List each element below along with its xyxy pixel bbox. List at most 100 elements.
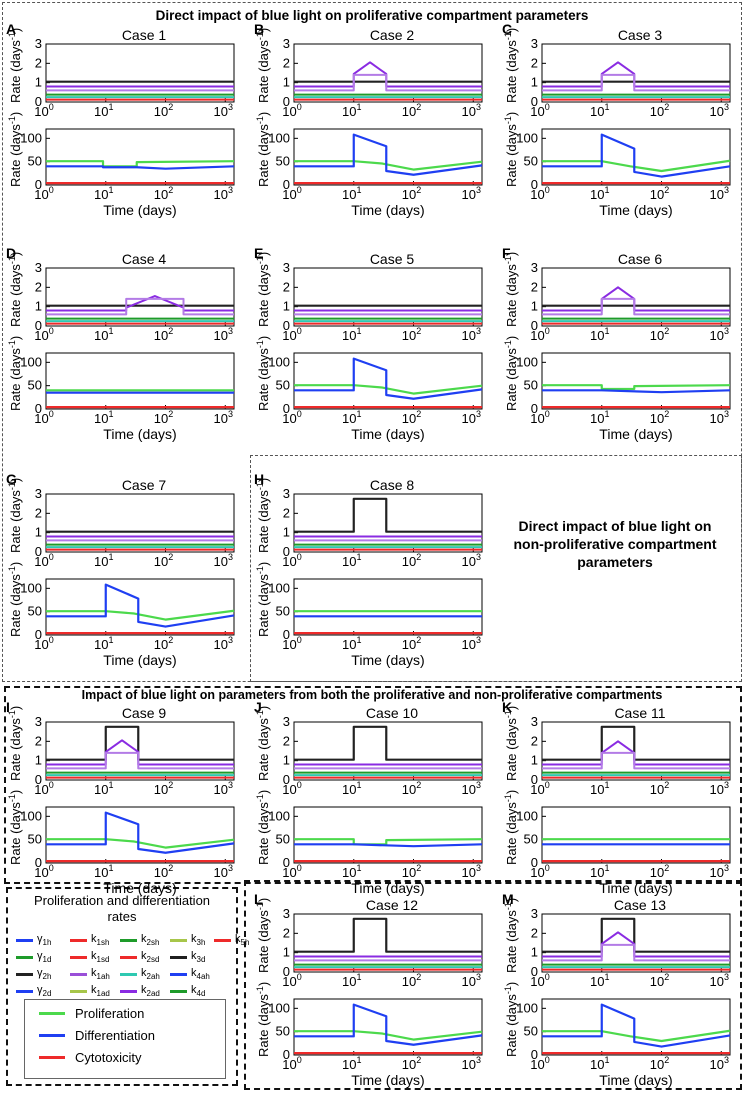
- y-tick-label: 100: [268, 808, 290, 823]
- y-axis-label-sup: -1: [503, 32, 513, 40]
- plot-area: [293, 913, 483, 973]
- x-tick-label: 100: [530, 972, 549, 989]
- legend-param-1d: γ1d: [16, 950, 51, 964]
- x-axis-label: Time (days): [599, 880, 672, 896]
- plot-area: [45, 721, 235, 781]
- x-tick-exponent: 3: [724, 1055, 729, 1065]
- x-tick-label: 101: [94, 863, 113, 880]
- x-tick-label: 100: [34, 102, 53, 119]
- y-tick-label: 2: [531, 925, 538, 940]
- x-axis-label: Time (days): [103, 652, 176, 668]
- x-tick-exponent: 1: [604, 326, 609, 336]
- x-tick-label: 100: [530, 102, 549, 119]
- y-axis-label-close: ): [504, 898, 519, 902]
- y-tick-label: 0: [283, 627, 290, 642]
- x-tick-label: 100: [282, 185, 301, 202]
- x-tick-exponent: 1: [108, 552, 113, 562]
- y-tick-label: 50: [276, 378, 290, 393]
- y-axis-label-close: ): [256, 790, 271, 794]
- y-axis-label-text: Rate (days: [8, 348, 23, 411]
- line-k1ah: [294, 73, 482, 92]
- x-tick-exponent: 3: [724, 409, 729, 419]
- x-tick-label: 103: [214, 102, 233, 119]
- y-tick-label: 50: [524, 154, 538, 169]
- x-tick-exponent: 2: [664, 780, 669, 790]
- x-axis-label: Time (days): [103, 880, 176, 896]
- y-tick-label: 1: [35, 75, 42, 90]
- y-tick-label: 100: [268, 130, 290, 145]
- x-tick-label: 101: [342, 552, 361, 569]
- x-tick-label: 102: [402, 326, 421, 343]
- x-tick-label: 101: [94, 102, 113, 119]
- x-tick-exponent: 2: [664, 1055, 669, 1065]
- y-axis-label-close: ): [504, 706, 519, 710]
- y-tick-label: 2: [531, 733, 538, 748]
- y-axis-label: Rate (days-1): [255, 336, 271, 411]
- series-proliferation: [294, 160, 483, 171]
- y-axis-label-sup: -1: [255, 482, 265, 490]
- x-tick-label: 102: [154, 102, 173, 119]
- y-axis-label-close: ): [256, 706, 271, 710]
- y-tick-label: 1: [35, 525, 42, 540]
- line-gamma2h: [294, 725, 482, 761]
- legend-swatch: [170, 989, 187, 993]
- x-tick-exponent: 1: [356, 185, 361, 195]
- y-tick-label: 2: [283, 279, 290, 294]
- y-axis-label-sup: -1: [7, 116, 17, 124]
- plot-area: [45, 267, 235, 327]
- x-tick-exponent: 3: [476, 1055, 481, 1065]
- y-tick-label: 50: [524, 378, 538, 393]
- x-tick-exponent: 3: [724, 972, 729, 982]
- y-axis-label-sup: -1: [503, 256, 513, 264]
- y-axis-label-close: ): [8, 112, 23, 116]
- x-tick-label: 103: [214, 863, 233, 880]
- x-tick-label: 103: [462, 972, 481, 989]
- y-tick-label: 0: [531, 855, 538, 870]
- y-tick-label: 1: [283, 525, 290, 540]
- plot-area: [293, 998, 483, 1056]
- x-tick-label: 103: [214, 409, 233, 426]
- panel-letter: L: [254, 891, 263, 907]
- x-tick-exponent: 3: [228, 635, 233, 645]
- panel-letter: H: [254, 471, 264, 487]
- x-tick-exponent: 1: [604, 780, 609, 790]
- panel-letter: G: [6, 471, 17, 487]
- legend-swatch: [170, 938, 187, 942]
- y-tick-label: 2: [283, 733, 290, 748]
- x-tick-label: 100: [282, 102, 301, 119]
- x-tick-label: 100: [282, 863, 301, 880]
- x-tick-label: 101: [94, 552, 113, 569]
- x-tick-exponent: 3: [724, 102, 729, 112]
- x-tick-exponent: 1: [604, 972, 609, 982]
- y-tick-label: 2: [35, 279, 42, 294]
- panel-title: Case 4: [122, 251, 167, 267]
- y-axis-label-text: Rate (days: [256, 718, 271, 781]
- x-tick-exponent: 1: [108, 863, 113, 873]
- x-tick-label: 102: [650, 185, 669, 202]
- x-tick-label: 100: [530, 185, 549, 202]
- y-tick-label: 3: [531, 714, 538, 729]
- x-tick-label: 100: [530, 1055, 549, 1072]
- y-tick-label: 3: [35, 486, 42, 501]
- legend-swatch: [120, 989, 137, 993]
- y-axis-label-sup: -1: [7, 566, 17, 574]
- y-axis-label-sup: -1: [255, 710, 265, 718]
- y-axis-label: Rate (days-1): [7, 706, 23, 781]
- x-tick-exponent: 1: [356, 409, 361, 419]
- y-tick-label: 50: [524, 832, 538, 847]
- y-axis-label: Rate (days-1): [255, 28, 271, 103]
- panel-title: Case 3: [618, 27, 663, 43]
- y-tick-label: 0: [283, 177, 290, 192]
- x-tick-exponent: 0: [297, 552, 302, 562]
- x-tick-exponent: 0: [49, 635, 54, 645]
- y-tick-label: 3: [283, 714, 290, 729]
- top-header: Direct impact of blue light on prolifera…: [155, 8, 589, 23]
- y-axis-label: Rate (days-1): [7, 790, 23, 865]
- x-tick-exponent: 0: [49, 102, 54, 112]
- legend-param-2h: γ2h: [16, 967, 51, 981]
- x-tick-label: 102: [402, 780, 421, 797]
- y-tick-label: 100: [516, 130, 538, 145]
